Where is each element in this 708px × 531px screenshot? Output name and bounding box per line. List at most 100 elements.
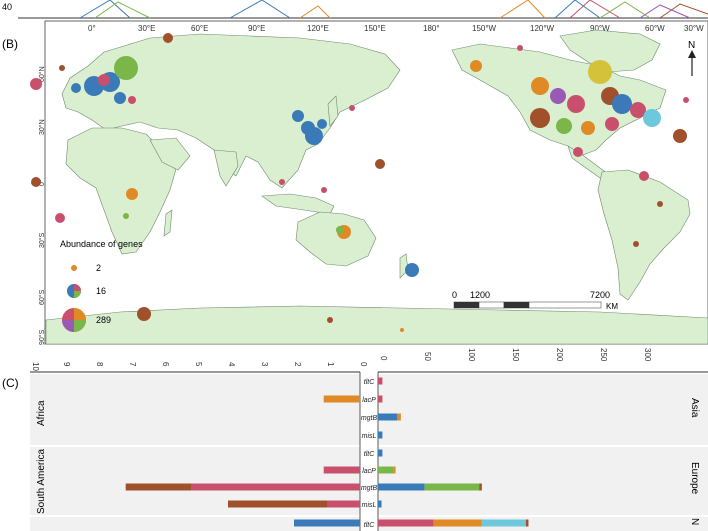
scale-bar-label: 0 [452, 290, 457, 300]
abundance-marker [657, 201, 663, 207]
right-bar-segment [378, 431, 383, 439]
abundance-marker [405, 263, 419, 277]
lon-label: 60°W [645, 24, 665, 33]
left-bar-segment [191, 483, 360, 491]
gene-label: lacP [362, 397, 376, 404]
abundance-marker [321, 187, 327, 193]
abundance-marker [123, 213, 129, 219]
abundance-marker [59, 65, 65, 71]
lat-label: 0° [38, 179, 46, 186]
right-bar-segment [479, 483, 482, 491]
left-axis-tick: 8 [95, 362, 104, 367]
abundance-marker [567, 95, 585, 113]
lon-label: 90°E [248, 24, 265, 33]
left-axis-tick: 10 [31, 362, 40, 371]
left-bar-segment [323, 466, 360, 474]
legend-symbol-small [71, 265, 77, 271]
lon-label: 30°E [138, 24, 155, 33]
india-landmass [213, 149, 239, 187]
region-band-left-bottom [30, 517, 360, 531]
right-bar-segment [481, 519, 526, 527]
right-axis-ticks: 0 50 100 150 200 250 300 [379, 348, 652, 362]
lon-label: 0° [88, 24, 96, 33]
gene-labels: tltC lacP mgtB misL tltC lacP mgtB misL … [361, 379, 378, 529]
arabia-landmass [149, 137, 191, 171]
region-band-europe [378, 447, 708, 515]
region-label-left: Africa [36, 400, 47, 426]
gene-label: tltC [364, 522, 375, 529]
right-bar-segment [378, 519, 434, 527]
gene-label: misL [362, 502, 377, 509]
lat-label: 30°S [38, 232, 46, 248]
abundance-marker [292, 110, 304, 122]
longitude-labels: 0° 30°E 60°E 90°E 120°E 150°E 180° 150°W… [88, 24, 704, 33]
abundance-marker [336, 226, 344, 234]
lon-label: 90°W [590, 24, 610, 33]
region-band-africa [30, 374, 360, 445]
right-bar-segment [378, 500, 382, 508]
madagascar-landmass [163, 209, 173, 237]
panel-b-label: (B) [2, 37, 18, 51]
abundance-marker [114, 56, 138, 80]
abundance-marker [643, 109, 661, 127]
abundance-marker [530, 108, 550, 128]
gene-label: tltC [364, 451, 375, 458]
north-arrow-label: N [688, 40, 695, 51]
abundance-marker [556, 118, 572, 134]
panel-c-label: (C) [2, 376, 19, 390]
abundance-marker [673, 129, 687, 143]
left-axis-ticks: 10 9 8 7 6 5 4 3 2 1 0 [31, 362, 368, 371]
lon-label: 150°E [364, 24, 386, 33]
right-bar-segment [378, 377, 383, 385]
left-bar-segment [327, 500, 360, 508]
left-axis-tick: 5 [194, 362, 203, 367]
abundance-marker [279, 179, 285, 185]
left-bar-segment [323, 395, 360, 403]
abundance-marker [163, 33, 173, 43]
right-axis-tick: 300 [643, 348, 652, 362]
gene-label: lacP [362, 468, 376, 475]
gene-label: tltC [364, 379, 375, 386]
top-line-strip: 40 [2, 0, 708, 19]
right-bar-segment [433, 519, 482, 527]
region-label-right: Asia [689, 398, 700, 418]
right-axis-tick: 50 [423, 352, 432, 361]
abundance-marker [98, 74, 110, 86]
abundance-marker [305, 127, 323, 145]
abundance-marker [137, 307, 151, 321]
left-bars [125, 395, 360, 527]
right-bar-segment [378, 395, 383, 403]
right-axis-tick: 250 [599, 348, 608, 362]
antarctica-landmass [45, 305, 708, 345]
right-bar-segment [424, 483, 480, 491]
lat-label: 30°N [38, 119, 46, 135]
lon-label: 120°E [307, 24, 329, 33]
scale-bar: 0 1200 7200 KM [452, 290, 618, 311]
africa-landmass [65, 127, 179, 255]
left-axis-tick: 6 [161, 362, 170, 367]
right-bar-segment [393, 466, 396, 474]
region-label-left: South America [36, 449, 47, 514]
abundance-marker [550, 88, 566, 104]
abundance-marker [31, 177, 41, 187]
lon-label: 120°W [530, 24, 555, 33]
abundance-marker [517, 45, 523, 51]
right-bar-segment [378, 466, 394, 474]
abundance-marker [71, 83, 81, 93]
abundance-markers [30, 33, 689, 332]
japan-landmass [327, 95, 339, 127]
greenland-landmass [559, 29, 661, 73]
right-axis-tick: 200 [555, 348, 564, 362]
left-bar-segment [294, 519, 360, 527]
left-axis-tick: 0 [359, 362, 368, 367]
gene-label: mgtB [361, 415, 378, 422]
right-axis-tick: 150 [511, 348, 520, 362]
scale-bar-unit: KM [606, 302, 618, 311]
abundance-marker [375, 159, 385, 169]
legend-item-label: 2 [96, 263, 101, 273]
abundance-marker [470, 60, 482, 72]
south-america-landmass [597, 169, 691, 301]
right-bar-segment [525, 519, 529, 527]
top-strip-tick-label: 40 [2, 2, 12, 12]
